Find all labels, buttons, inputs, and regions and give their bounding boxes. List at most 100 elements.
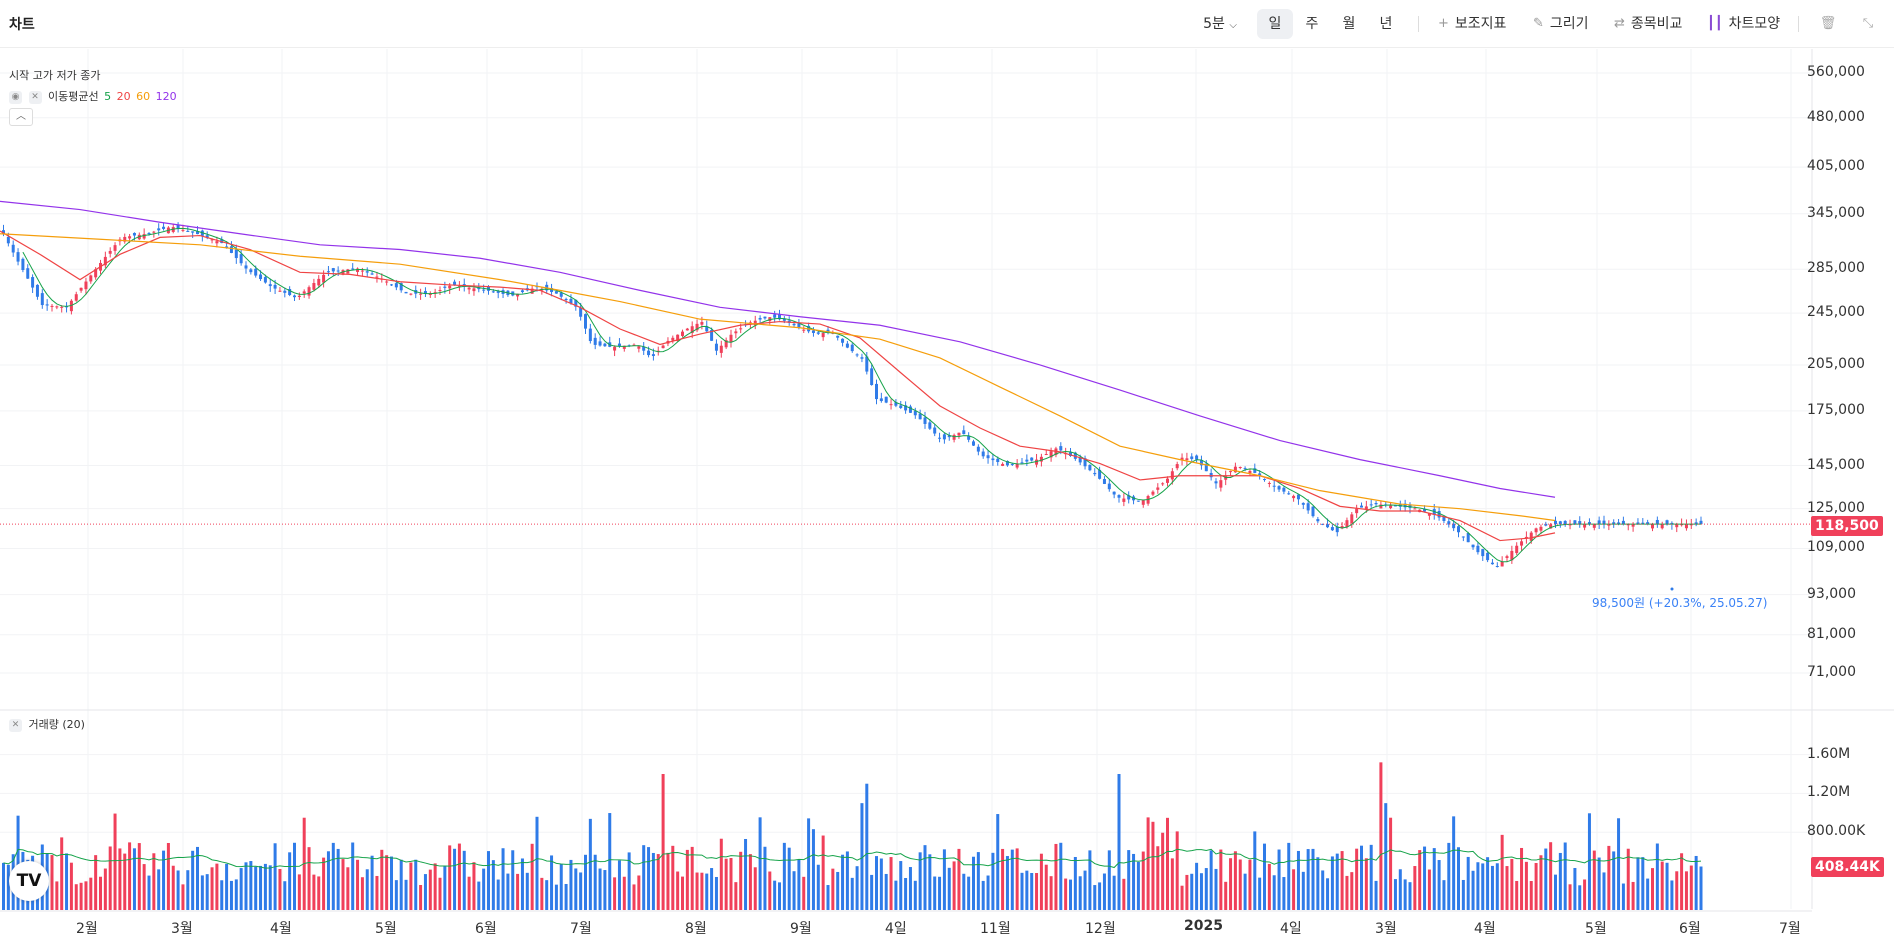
trash-icon[interactable]: 🗑: [1819, 16, 1837, 31]
volume-bar: [724, 858, 728, 910]
chart-style-button[interactable]: ┃┃ 차트모양: [1707, 9, 1780, 39]
candle-body: [467, 287, 471, 290]
volume-bar: [666, 852, 670, 910]
candle-body: [356, 268, 360, 272]
candle-body: [797, 323, 801, 328]
close-icon[interactable]: ✕: [9, 718, 22, 732]
volume-bar: [341, 859, 345, 910]
volume-bar: [1122, 878, 1126, 910]
candle-body: [1520, 541, 1524, 546]
tab-period-day[interactable]: 일: [1257, 9, 1293, 39]
candle-body: [1204, 463, 1208, 472]
candle-body: [472, 288, 476, 292]
candle-body: [1166, 478, 1169, 483]
volume-bar: [593, 854, 597, 910]
candle-body: [1466, 533, 1470, 543]
volume-bar: [642, 845, 646, 910]
candle-body: [700, 322, 704, 325]
candle-body: [11, 244, 15, 253]
volume-bar: [1102, 873, 1106, 910]
volume-bar: [423, 874, 427, 910]
volume-bar: [1461, 879, 1465, 910]
candle-body: [1500, 561, 1504, 567]
fullscreen-icon[interactable]: ⤡: [1862, 16, 1874, 31]
volume-bar: [1510, 858, 1514, 910]
volume-bar: [491, 860, 495, 910]
collapse-legend-button[interactable]: ︿: [9, 108, 33, 126]
candle-body: [302, 291, 306, 294]
volume-bar: [525, 872, 529, 910]
candle-body: [875, 383, 878, 400]
volume-bar: [1490, 865, 1494, 910]
volume-bar: [94, 855, 98, 910]
candle-body: [1403, 503, 1407, 508]
volume-bar: [1248, 859, 1252, 910]
volume-bar: [55, 881, 59, 910]
volume-bar: [1136, 861, 1140, 910]
eye-icon[interactable]: ◉: [9, 90, 22, 104]
compare-button[interactable]: ⇄ 종목비교: [1614, 9, 1682, 39]
volume-bar: [1088, 850, 1092, 910]
ma-5-line: [22, 227, 1701, 563]
tab-period-week[interactable]: 주: [1305, 16, 1319, 32]
volume-bar: [1495, 863, 1499, 910]
price-tick-label: 205,000: [1807, 355, 1865, 372]
volume-bar: [952, 861, 956, 910]
volume-bar: [972, 856, 975, 910]
volume-bar: [181, 884, 185, 910]
volume-bar: [263, 863, 267, 910]
volume-bar: [1301, 871, 1305, 910]
low-marker: [1670, 587, 1674, 591]
candle-body: [1694, 522, 1698, 525]
candle-body: [1612, 522, 1616, 525]
candle-body: [642, 346, 646, 351]
volume-bar: [584, 854, 587, 910]
close-icon[interactable]: ✕: [28, 90, 42, 104]
volume-bar: [186, 870, 190, 910]
volume-bar: [1345, 875, 1349, 910]
time-tick-label: 6월: [1679, 921, 1701, 937]
price-tick-label: 71,000: [1807, 664, 1856, 680]
volume-bar: [1020, 872, 1024, 910]
price-chart[interactable]: [0, 49, 1894, 941]
candle-body: [307, 287, 311, 296]
volume-bar: [1326, 878, 1330, 910]
candle-body: [1602, 520, 1606, 525]
volume-bar: [1107, 850, 1111, 910]
candle-body: [671, 337, 675, 341]
candle-body: [1156, 487, 1160, 490]
volume-bar: [739, 851, 743, 910]
candle-body: [482, 289, 486, 291]
volume-bar: [1427, 869, 1431, 910]
candle-body: [1010, 463, 1014, 465]
tab-period-year[interactable]: 년: [1379, 16, 1393, 32]
draw-button[interactable]: ✎ 그리기: [1533, 9, 1589, 39]
candle-body: [283, 290, 287, 293]
volume-bar: [65, 853, 69, 910]
volume-bar: [1049, 876, 1053, 910]
indicators-button[interactable]: + 보조지표: [1438, 9, 1506, 39]
volume-bar: [574, 868, 578, 910]
candle-body: [1141, 500, 1145, 505]
chart-style-label: 차트모양: [1728, 16, 1781, 32]
candle-body: [1311, 506, 1315, 517]
candle-body: [1427, 513, 1431, 516]
volume-bar: [957, 848, 961, 910]
tradingview-logo[interactable]: TV: [9, 861, 49, 901]
volume-bar: [6, 864, 10, 910]
volume-bar: [487, 851, 490, 910]
candle-body: [365, 271, 369, 273]
tab-period-month[interactable]: 월: [1342, 16, 1356, 32]
candle-body: [35, 284, 39, 297]
volume-bar: [545, 880, 549, 910]
volume-bar: [656, 854, 660, 910]
volume-bar: [1156, 846, 1160, 910]
ma-120-label: 120: [155, 90, 177, 103]
interval-select[interactable]: 5분 ⌵: [1198, 9, 1242, 39]
volume-bar: [312, 874, 316, 910]
candle-body: [976, 446, 980, 452]
candle-body: [1015, 463, 1019, 468]
candle-body: [1476, 545, 1480, 553]
volume-bar: [511, 850, 515, 910]
candle-body: [1326, 524, 1330, 528]
